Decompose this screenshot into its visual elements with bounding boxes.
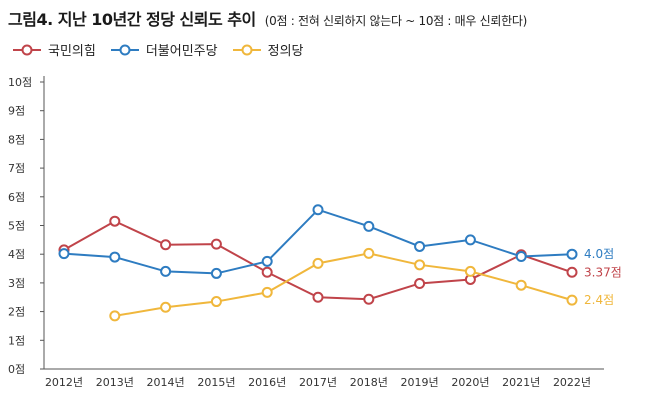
data-point bbox=[210, 296, 222, 308]
series-end-label: 2.4점 bbox=[584, 293, 614, 307]
legend-swatch-dp bbox=[110, 44, 139, 55]
data-point bbox=[566, 266, 578, 278]
x-tick-label: 2019년 bbox=[401, 376, 439, 389]
chart-title: 그림4. 지난 10년간 정당 신뢰도 추이 bbox=[8, 10, 256, 29]
y-tick-label: 10점 bbox=[8, 76, 32, 89]
x-tick-label: 2014년 bbox=[147, 376, 185, 389]
data-point bbox=[261, 286, 273, 298]
data-point bbox=[160, 239, 172, 251]
data-point bbox=[363, 293, 375, 305]
data-point bbox=[312, 291, 324, 303]
data-point bbox=[109, 215, 121, 227]
x-tick-label: 2017년 bbox=[299, 376, 337, 389]
legend-swatch-justice bbox=[232, 44, 261, 55]
y-tick-label: 5점 bbox=[8, 220, 25, 233]
x-tick-label: 2013년 bbox=[96, 376, 134, 389]
data-point bbox=[312, 257, 324, 269]
data-point bbox=[160, 265, 172, 277]
data-point bbox=[414, 259, 426, 271]
legend-label-ppp: 국민의힘 bbox=[48, 44, 96, 59]
legend-item-ppp: 국민의힘 bbox=[12, 40, 96, 59]
x-tick-label: 2015년 bbox=[197, 376, 235, 389]
series-end-label: 3.37점 bbox=[584, 265, 622, 279]
data-point bbox=[414, 277, 426, 289]
series-line-2 bbox=[114, 252, 573, 317]
data-point bbox=[210, 238, 222, 250]
data-point bbox=[58, 248, 70, 260]
data-point bbox=[414, 240, 426, 252]
y-tick-label: 1점 bbox=[8, 334, 25, 347]
data-point bbox=[261, 266, 273, 278]
data-point bbox=[312, 204, 324, 216]
data-point bbox=[363, 220, 375, 232]
x-tick-label: 2016년 bbox=[248, 376, 286, 389]
data-point bbox=[363, 247, 375, 259]
y-tick-label: 9점 bbox=[8, 105, 25, 118]
legend-label-justice: 정의당 bbox=[267, 44, 304, 59]
y-tick-label: 3점 bbox=[8, 277, 25, 290]
legend-item-dp: 더불어민주당 bbox=[110, 40, 218, 59]
data-point bbox=[566, 248, 578, 260]
data-point bbox=[210, 267, 222, 279]
y-tick-label: 0점 bbox=[8, 363, 25, 376]
legend-swatch-ppp bbox=[13, 44, 41, 55]
y-tick-label: 4점 bbox=[8, 248, 25, 261]
y-tick-label: 8점 bbox=[8, 133, 25, 146]
data-point bbox=[464, 265, 476, 277]
x-tick-label: 2021년 bbox=[502, 376, 540, 389]
y-tick-label: 7점 bbox=[8, 162, 25, 175]
data-point bbox=[109, 310, 121, 322]
data-point bbox=[160, 301, 172, 313]
x-tick-label: 2020년 bbox=[451, 376, 489, 389]
data-point bbox=[515, 279, 527, 291]
x-tick-label: 2012년 bbox=[45, 376, 83, 389]
legend-item-justice: 정의당 bbox=[232, 40, 304, 59]
legend-label-dp: 더불어민주당 bbox=[145, 44, 218, 59]
data-point bbox=[566, 294, 578, 306]
chart-subtitle: (0점 : 전혀 신뢰하지 않는다 ~ 10점 : 매우 신뢰한다) bbox=[264, 14, 528, 28]
y-tick-label: 2점 bbox=[8, 306, 25, 319]
data-point bbox=[515, 250, 527, 262]
x-tick-label: 2018년 bbox=[350, 376, 388, 389]
x-tick-label: 2022년 bbox=[553, 376, 591, 389]
series-end-label: 4.0점 bbox=[584, 247, 614, 261]
chart-title-row: 그림4. 지난 10년간 정당 신뢰도 추이 (0점 : 전혀 신뢰하지 않는다… bbox=[8, 6, 527, 30]
y-tick-label: 6점 bbox=[8, 191, 25, 204]
legend: 국민의힘 더불어민주당 정의당 bbox=[12, 40, 304, 59]
data-point bbox=[464, 234, 476, 246]
data-point bbox=[109, 251, 121, 263]
data-point bbox=[261, 255, 273, 267]
